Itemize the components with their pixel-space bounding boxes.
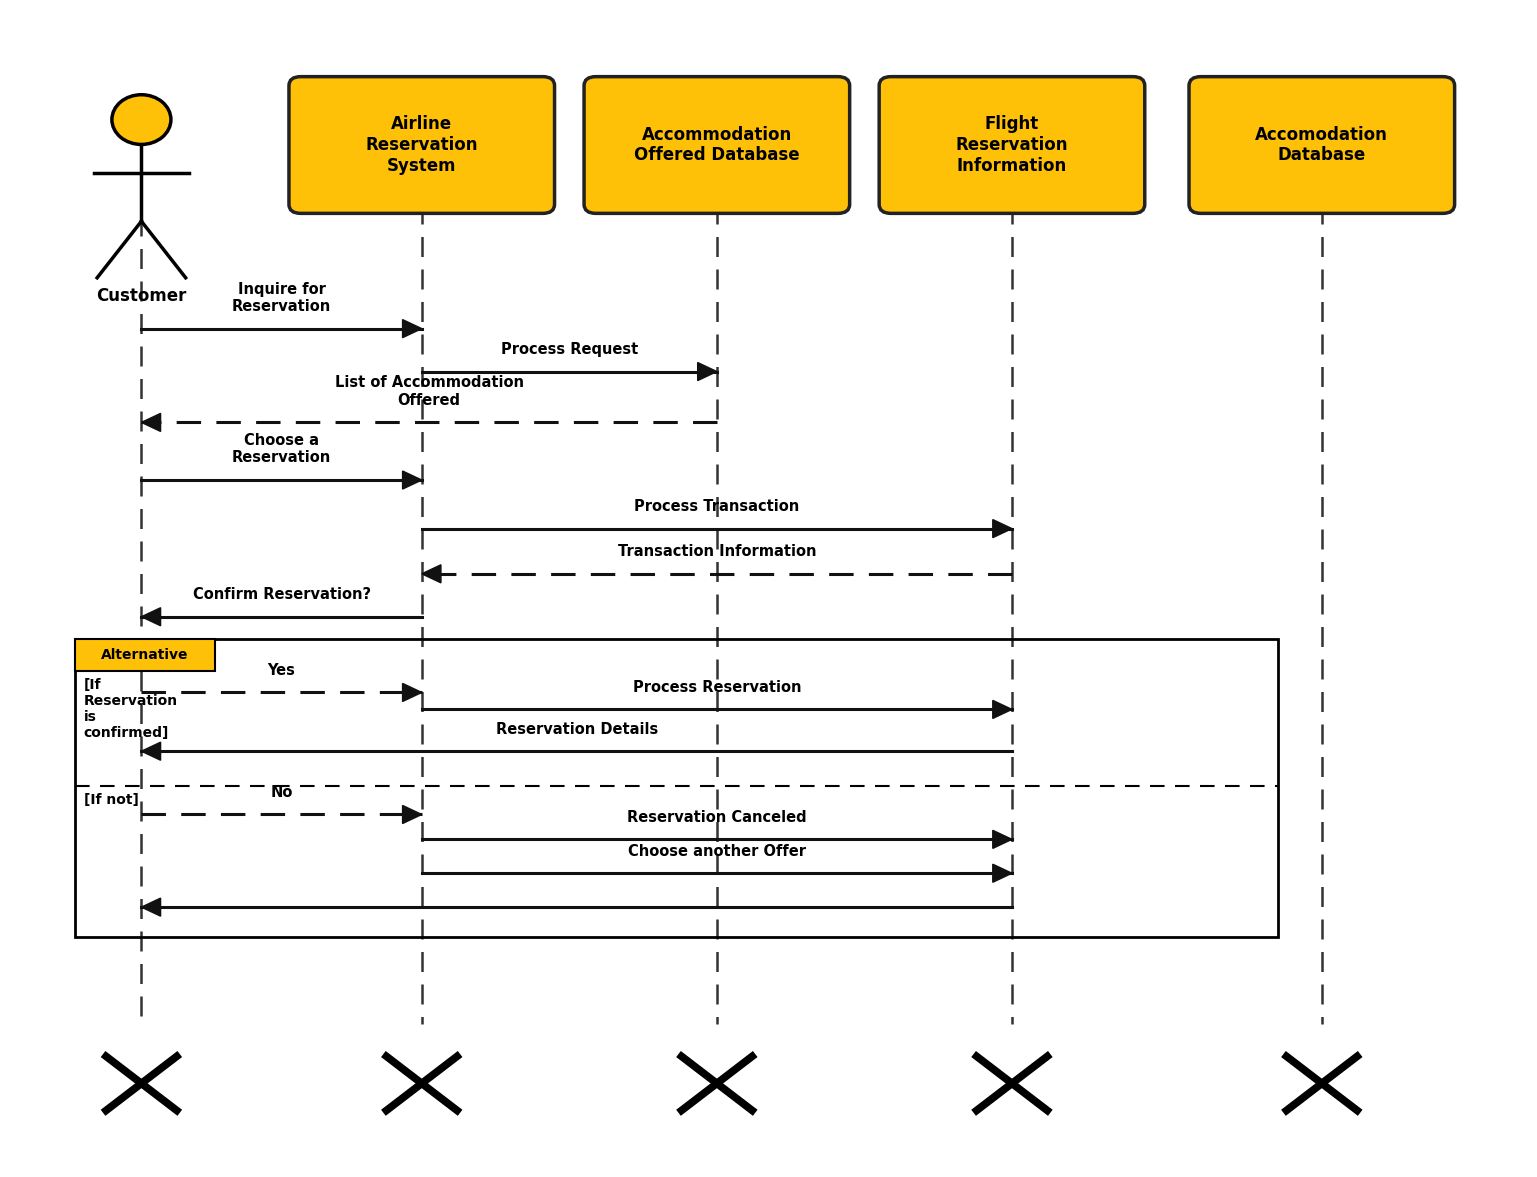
Text: Accomodation
Database: Accomodation Database: [1256, 126, 1388, 165]
Text: Transaction Information: Transaction Information: [618, 544, 816, 559]
Polygon shape: [141, 898, 160, 916]
FancyBboxPatch shape: [879, 77, 1145, 213]
Ellipse shape: [112, 94, 171, 145]
Polygon shape: [403, 805, 421, 824]
FancyBboxPatch shape: [584, 77, 850, 213]
Text: Choose another Offer: Choose another Offer: [627, 844, 805, 858]
Text: Choose a
Reservation: Choose a Reservation: [232, 433, 330, 465]
Text: Process Request: Process Request: [501, 341, 638, 357]
Polygon shape: [403, 320, 421, 338]
Polygon shape: [698, 363, 716, 380]
Polygon shape: [421, 565, 441, 583]
Bar: [75, 639, 215, 671]
Text: Reservation Details: Reservation Details: [495, 722, 658, 737]
Text: Accommodation
Offered Database: Accommodation Offered Database: [635, 126, 799, 165]
Text: Yes: Yes: [267, 663, 295, 678]
Polygon shape: [993, 700, 1011, 718]
Text: [If not]: [If not]: [85, 793, 138, 807]
FancyBboxPatch shape: [289, 77, 555, 213]
Text: Reservation Canceled: Reservation Canceled: [627, 810, 807, 825]
Polygon shape: [993, 864, 1011, 883]
Text: Process Reservation: Process Reservation: [633, 679, 801, 694]
Text: [If
Reservation
is
confirmed]: [If Reservation is confirmed]: [85, 678, 178, 740]
Polygon shape: [141, 743, 160, 760]
Polygon shape: [993, 519, 1011, 538]
Text: List of Accommodation
Offered: List of Accommodation Offered: [335, 375, 524, 407]
Polygon shape: [993, 830, 1011, 849]
Text: Flight
Reservation
Information: Flight Reservation Information: [956, 115, 1068, 175]
Bar: [75, 639, 1277, 937]
Polygon shape: [403, 684, 421, 701]
Text: Customer: Customer: [97, 287, 186, 305]
Polygon shape: [141, 607, 160, 626]
Polygon shape: [141, 413, 160, 432]
Text: Process Transaction: Process Transaction: [635, 499, 799, 514]
FancyBboxPatch shape: [1190, 77, 1454, 213]
Text: Alternative: Alternative: [101, 649, 189, 663]
Text: No: No: [271, 785, 292, 800]
Polygon shape: [403, 471, 421, 490]
Text: Airline
Reservation
System: Airline Reservation System: [366, 115, 478, 175]
Text: Confirm Reservation?: Confirm Reservation?: [192, 587, 370, 603]
Text: Inquire for
Reservation: Inquire for Reservation: [232, 281, 330, 314]
